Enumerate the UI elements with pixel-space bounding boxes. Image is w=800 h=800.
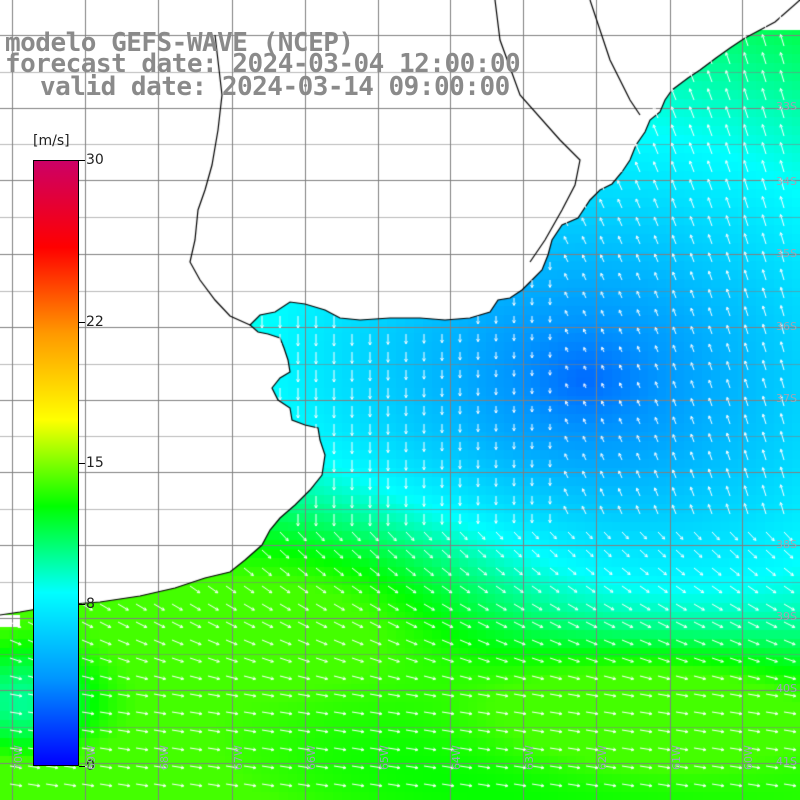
longitude-label: 70W [12, 745, 25, 770]
legend-tick-mark [79, 463, 85, 464]
model-title: modelo GEFS-WAVE (NCEP) [5, 28, 354, 58]
legend-tick-label: 30 [86, 152, 104, 168]
longitude-label: 68W [158, 745, 171, 770]
legend-tick-label: 0 [86, 758, 95, 774]
latitude-label: 37S [776, 392, 797, 405]
legend-tick-mark [79, 160, 85, 161]
legend-colorbar [33, 160, 79, 766]
legend-tick-label: 22 [86, 313, 104, 330]
legend-tick-mark [79, 321, 85, 323]
longitude-label: 66W [305, 745, 318, 770]
legend-tick-mark [79, 604, 85, 606]
legend-unit: [m/s] [33, 133, 70, 149]
forecast-date: forecast date: 2024-03-04 12:00:00 [5, 49, 521, 79]
longitude-label: 63W [523, 745, 536, 770]
legend-tick-mark [79, 766, 85, 767]
legend-tick-label: 15 [86, 455, 104, 471]
latitude-label: 34S [776, 175, 797, 188]
latitude-label: 40S [776, 682, 797, 695]
longitude-label: 65W [378, 745, 391, 770]
longitude-label: 62W [596, 745, 609, 770]
longitude-label: 60W [742, 745, 755, 770]
longitude-label: 64W [450, 745, 463, 770]
latitude-label: 33S [776, 100, 797, 113]
longitude-label: 69W [85, 745, 98, 770]
legend-tick-label: 8 [86, 596, 95, 613]
longitude-label: 67W [232, 745, 245, 770]
latitude-label: 39S [776, 610, 797, 623]
latitude-label: 38S [776, 538, 797, 551]
latitude-label: 36S [776, 320, 797, 333]
longitude-label: 61W [670, 745, 683, 770]
valid-date: valid date: 2024-03-14 09:00:00 [40, 72, 510, 102]
latitude-label: 35S [776, 247, 797, 260]
latitude-label: 41S [776, 755, 797, 768]
